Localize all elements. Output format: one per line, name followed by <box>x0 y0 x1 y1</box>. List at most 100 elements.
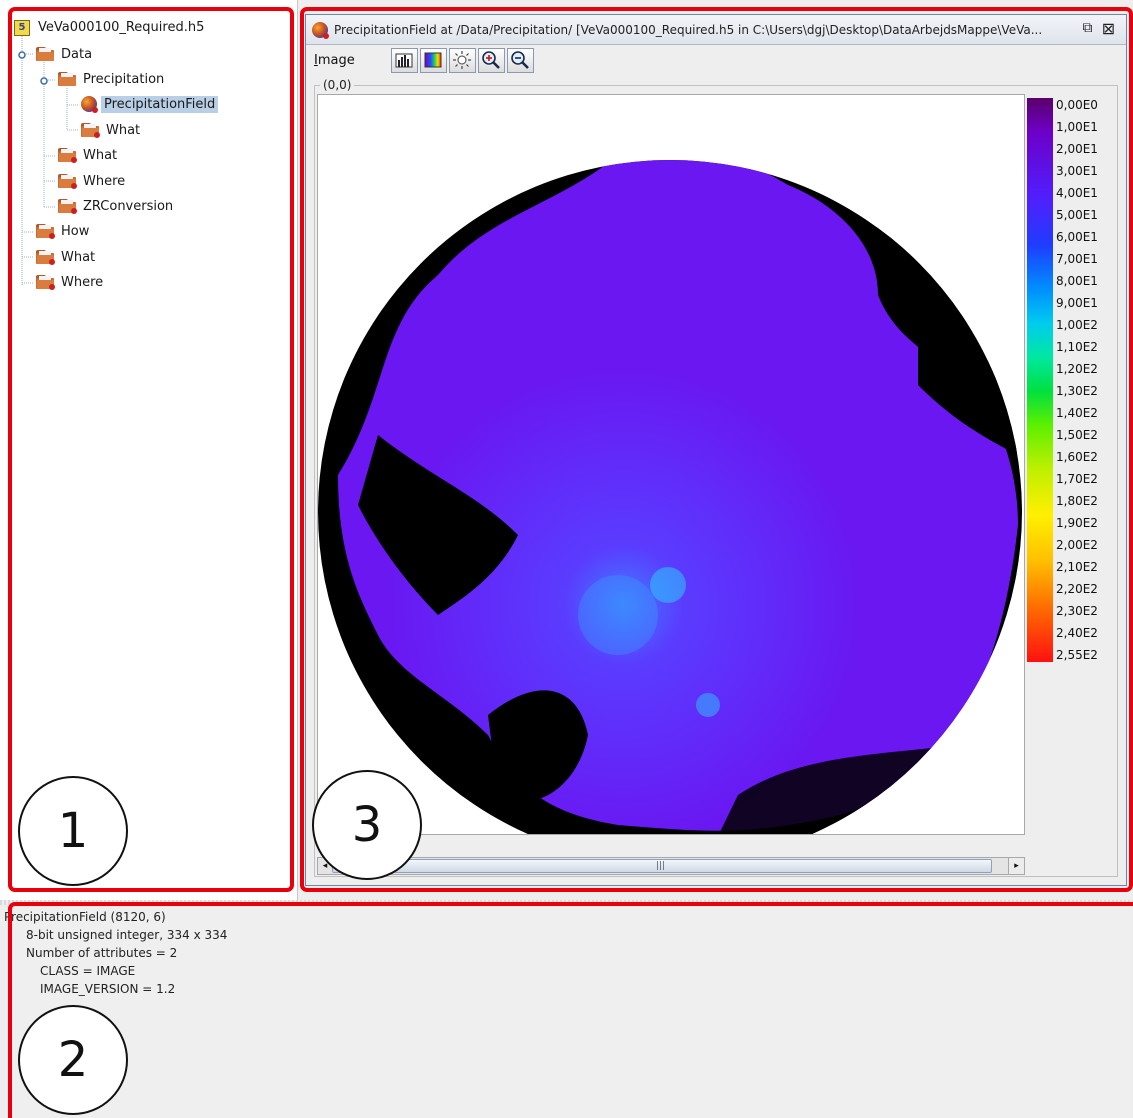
folder-icon <box>58 72 76 86</box>
colorbar-label: 2,30E2 <box>1056 604 1098 618</box>
tree-item-label: What <box>61 249 96 265</box>
rain-cell <box>696 693 720 717</box>
image-group-box <box>314 85 1118 877</box>
info-attribute-version: IMAGE_VERSION = 1.2 <box>40 982 176 996</box>
colorbar-label: 1,50E2 <box>1056 428 1098 442</box>
precipitation-area <box>338 160 1018 831</box>
folder-icon <box>81 123 100 138</box>
colorbar-label: 2,10E2 <box>1056 560 1098 574</box>
info-attribute-class: CLASS = IMAGE <box>40 964 136 978</box>
menu-image[interactable]: Image <box>314 52 355 68</box>
close-icon[interactable]: ⊠ <box>1101 19 1116 38</box>
colorbar-label: 1,30E2 <box>1056 384 1098 398</box>
colorbar-label: 1,00E1 <box>1056 120 1098 134</box>
colorbar <box>1027 98 1053 662</box>
colorbar-label: 2,00E2 <box>1056 538 1098 552</box>
palette-icon[interactable] <box>419 47 447 73</box>
colorbar-label: 1,70E2 <box>1056 472 1098 486</box>
tree-item-how[interactable]: How <box>36 221 92 241</box>
colorbar-label: 2,00E1 <box>1056 142 1098 156</box>
expand-handle-precipitation[interactable] <box>39 75 49 85</box>
colorbar-label: 1,60E2 <box>1056 450 1098 464</box>
rain-cell <box>650 567 686 603</box>
viewer-title: PrecipitationField at /Data/Precipitatio… <box>334 22 1043 37</box>
colorbar-label: 2,40E2 <box>1056 626 1098 640</box>
rain-cell <box>578 575 658 655</box>
dry-region <box>918 325 1018 455</box>
colorbar-label: 9,00E1 <box>1056 296 1098 310</box>
colorbar-label: 1,80E2 <box>1056 494 1098 508</box>
tree-item-where[interactable]: Where <box>58 171 128 191</box>
colorbar-label: 4,00E1 <box>1056 186 1098 200</box>
expand-handle-data[interactable] <box>17 49 27 59</box>
file-tree-panel: 5 VeVa000100_Required.h5 Data Precipitat… <box>0 0 298 900</box>
folder-icon <box>58 148 77 163</box>
info-dataset-name: PrecipitationField (8120, 6) <box>4 910 166 924</box>
viewer-menubar: Image <box>306 46 1126 74</box>
info-panel: PrecipitationField (8120, 6) 8-bit unsig… <box>4 907 1129 1118</box>
folder-icon <box>36 47 54 61</box>
tree-item-precipitationfield[interactable]: PrecipitationField <box>81 94 219 114</box>
tree-item-label: Precipitation <box>83 71 165 87</box>
tree-item-zrconversion[interactable]: ZRConversion <box>58 196 176 216</box>
viewer-titlebar[interactable]: PrecipitationField at /Data/Precipitatio… <box>306 15 1126 45</box>
tree-item-what[interactable]: What <box>58 145 120 165</box>
image-canvas[interactable] <box>317 94 1025 835</box>
dry-region <box>358 435 518 615</box>
tree-item-precipitation[interactable]: Precipitation <box>58 69 167 89</box>
zoom-out-icon[interactable] <box>506 47 534 73</box>
radar-image <box>318 160 1022 834</box>
tree-item-what[interactable]: What <box>36 247 98 267</box>
folder-icon <box>36 224 55 239</box>
tree-root-file[interactable]: 5 VeVa000100_Required.h5 <box>14 19 207 36</box>
tree-item-label: What <box>106 122 141 138</box>
tree-item-where[interactable]: Where <box>36 272 106 292</box>
tree-item-what[interactable]: What <box>81 120 143 140</box>
annotation-number-1: 1 <box>18 776 128 886</box>
colorbar-label: 7,00E1 <box>1056 252 1098 266</box>
annotation-number-2: 2 <box>18 1005 128 1115</box>
colorbar-label: 5,00E1 <box>1056 208 1098 222</box>
tree-item-label: What <box>83 147 118 163</box>
info-datatype: 8-bit unsigned integer, 334 x 334 <box>26 928 228 942</box>
brightness-icon[interactable] <box>448 47 476 73</box>
tree-root-label: VeVa000100_Required.h5 <box>38 20 205 35</box>
tree-item-label: Where <box>83 173 126 189</box>
colorbar-label: 1,20E2 <box>1056 362 1098 376</box>
colorbar-label: 1,40E2 <box>1056 406 1098 420</box>
horizontal-scrollbar[interactable]: ◂ ||| ▸ <box>317 857 1025 875</box>
tree-item-label: Where <box>61 274 104 290</box>
colorbar-label: 2,55E2 <box>1056 648 1098 662</box>
tree-item-label: Data <box>61 46 93 62</box>
info-attribute-count: Number of attributes = 2 <box>26 946 178 960</box>
tree-item-label: How <box>61 223 90 239</box>
tree-item-label: PrecipitationField <box>101 95 219 113</box>
folder-icon <box>36 275 55 290</box>
scroll-right-arrow-icon[interactable]: ▸ <box>1008 858 1024 874</box>
folder-icon <box>36 250 55 265</box>
tree-item-data[interactable]: Data <box>36 44 95 64</box>
colorbar-label: 1,10E2 <box>1056 340 1098 354</box>
colorbar-label: 0,00E0 <box>1056 98 1098 112</box>
folder-icon <box>58 199 77 214</box>
colorbar-label: 1,90E2 <box>1056 516 1098 530</box>
colorbar-label: 2,20E2 <box>1056 582 1098 596</box>
image-viewer-frame: PrecipitationField at /Data/Precipitatio… <box>305 14 1127 886</box>
scroll-left-arrow-icon[interactable]: ◂ <box>322 861 328 871</box>
hdf5-file-icon: 5 <box>14 19 30 36</box>
colorbar-label: 8,00E1 <box>1056 274 1098 288</box>
split-pane-divider[interactable] <box>0 900 1133 905</box>
scrollbar-grip: ||| <box>656 861 666 871</box>
dataset-image-icon <box>312 21 329 39</box>
origin-label: (0,0) <box>320 78 355 92</box>
histogram-icon[interactable] <box>390 47 418 73</box>
tree-item-label: ZRConversion <box>83 198 174 214</box>
dry-region <box>488 690 588 802</box>
annotation-number-3: 3 <box>312 770 422 880</box>
viewer-toolbar <box>390 47 534 73</box>
zoom-in-icon[interactable] <box>477 47 505 73</box>
dataset-image-icon <box>81 96 98 113</box>
maximize-icon[interactable]: ⧉ <box>1082 20 1093 36</box>
colorbar-label: 3,00E1 <box>1056 164 1098 178</box>
